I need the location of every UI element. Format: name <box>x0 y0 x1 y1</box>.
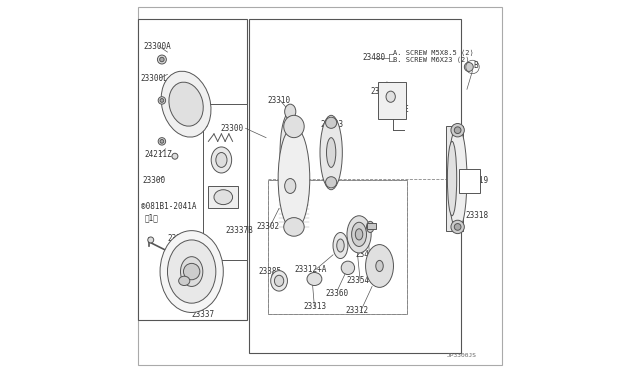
Ellipse shape <box>351 222 367 247</box>
Ellipse shape <box>449 126 467 231</box>
Ellipse shape <box>337 239 344 252</box>
Ellipse shape <box>447 141 457 216</box>
Bar <box>268 180 408 314</box>
Ellipse shape <box>168 240 216 303</box>
Text: 23300L: 23300L <box>141 74 168 83</box>
Text: 23480: 23480 <box>363 53 386 62</box>
Ellipse shape <box>214 190 232 205</box>
Text: 23318: 23318 <box>466 211 489 220</box>
Text: A: A <box>168 286 173 295</box>
Circle shape <box>184 263 200 280</box>
Circle shape <box>157 55 166 64</box>
Ellipse shape <box>347 216 371 253</box>
Circle shape <box>148 237 154 243</box>
FancyBboxPatch shape <box>138 7 502 365</box>
Ellipse shape <box>320 115 342 190</box>
Ellipse shape <box>386 91 396 102</box>
Bar <box>460 169 480 193</box>
Ellipse shape <box>160 231 223 312</box>
Ellipse shape <box>284 218 304 236</box>
Text: 23337A: 23337A <box>168 234 195 243</box>
Text: 23385: 23385 <box>259 267 282 276</box>
Bar <box>209 186 238 208</box>
Bar <box>378 82 406 119</box>
Text: 23312: 23312 <box>346 306 369 315</box>
Text: 23300A: 23300A <box>143 42 171 51</box>
Text: 23312+A: 23312+A <box>294 265 326 274</box>
Ellipse shape <box>161 71 211 137</box>
Text: 23354: 23354 <box>346 276 369 285</box>
Text: 23338: 23338 <box>172 269 195 278</box>
Text: 23313: 23313 <box>303 302 326 311</box>
Ellipse shape <box>216 153 227 167</box>
Ellipse shape <box>333 232 348 259</box>
Text: 23465: 23465 <box>355 250 378 259</box>
Bar <box>367 223 376 229</box>
Text: 23302: 23302 <box>257 222 280 231</box>
Text: 23360: 23360 <box>326 289 349 298</box>
Ellipse shape <box>376 260 383 272</box>
Circle shape <box>454 224 461 230</box>
Circle shape <box>341 261 355 275</box>
Text: B: B <box>474 61 478 70</box>
Ellipse shape <box>367 221 374 232</box>
Ellipse shape <box>284 115 304 138</box>
Text: 24211Z: 24211Z <box>145 150 172 159</box>
Text: 23337B: 23337B <box>225 226 253 235</box>
Ellipse shape <box>285 104 296 119</box>
Ellipse shape <box>211 147 232 173</box>
Ellipse shape <box>326 138 336 167</box>
Bar <box>447 126 463 231</box>
Text: A. SCREW M5X8.5 ⟨2⟩: A. SCREW M5X8.5 ⟨2⟩ <box>394 50 474 56</box>
Ellipse shape <box>355 229 363 240</box>
Text: 23300: 23300 <box>221 124 244 133</box>
Circle shape <box>172 153 178 159</box>
Circle shape <box>451 220 465 234</box>
Circle shape <box>326 117 337 128</box>
Circle shape <box>158 97 166 104</box>
Ellipse shape <box>179 276 190 286</box>
Circle shape <box>454 127 461 134</box>
Circle shape <box>465 62 473 71</box>
Text: JP3300JS: JP3300JS <box>446 353 476 358</box>
Ellipse shape <box>365 245 394 287</box>
Ellipse shape <box>280 112 300 193</box>
Ellipse shape <box>275 275 284 286</box>
Ellipse shape <box>271 271 287 291</box>
Circle shape <box>158 138 166 145</box>
Text: （1）: （1） <box>145 213 158 222</box>
Ellipse shape <box>278 126 310 231</box>
Text: 23337: 23337 <box>191 310 215 319</box>
Ellipse shape <box>285 179 296 193</box>
Circle shape <box>451 124 465 137</box>
Bar <box>268 180 408 314</box>
FancyBboxPatch shape <box>250 19 461 353</box>
FancyBboxPatch shape <box>138 19 248 320</box>
Text: 23343: 23343 <box>320 120 343 129</box>
Circle shape <box>326 177 337 188</box>
Text: B. SCREW M6X23 ⟨2⟩: B. SCREW M6X23 ⟨2⟩ <box>394 57 470 63</box>
Text: 23322: 23322 <box>370 87 394 96</box>
Ellipse shape <box>169 82 204 126</box>
Text: 23319: 23319 <box>466 176 489 185</box>
Text: 23300: 23300 <box>142 176 165 185</box>
Text: ®081B1-2041A: ®081B1-2041A <box>141 202 196 211</box>
Ellipse shape <box>180 257 203 286</box>
Circle shape <box>159 57 164 62</box>
Ellipse shape <box>307 272 322 286</box>
Text: 23322E: 23322E <box>381 105 409 114</box>
Circle shape <box>160 140 164 143</box>
FancyBboxPatch shape <box>203 104 248 260</box>
Circle shape <box>160 99 164 102</box>
Text: 23310: 23310 <box>268 96 291 105</box>
